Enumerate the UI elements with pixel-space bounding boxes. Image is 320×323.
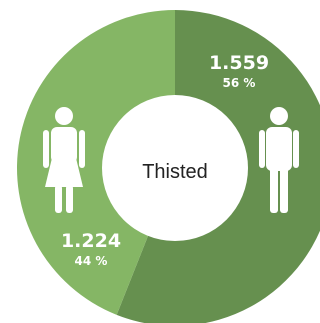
female-percent-label: 44 %: [75, 254, 108, 268]
female-value-label: 1.224: [61, 230, 121, 252]
male-icon: [259, 107, 299, 213]
center-label: Thisted: [142, 161, 208, 183]
slice-female: [17, 10, 176, 315]
male-percent-label: 56 %: [223, 76, 256, 90]
female-icon: [43, 107, 85, 213]
male-value-label: 1.559: [209, 52, 269, 74]
donut-hole: [102, 95, 248, 241]
